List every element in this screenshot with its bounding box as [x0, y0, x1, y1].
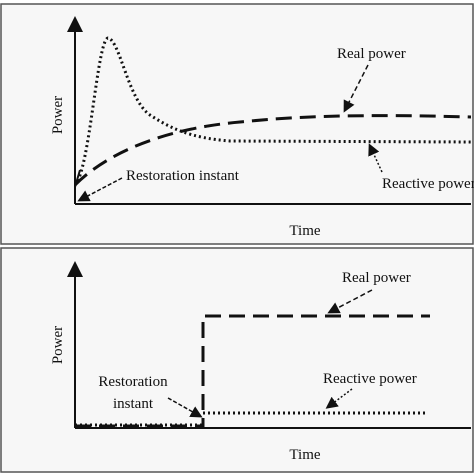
arrow — [77, 177, 123, 202]
reactive-label: Reactive power — [323, 371, 417, 387]
real-label: Real power — [342, 270, 411, 286]
axes — [67, 16, 471, 205]
panel-frame — [0, 3, 474, 245]
y-axis-label: Power — [50, 96, 66, 134]
real-curve — [75, 314, 430, 428]
restoration-label: instant — [113, 396, 154, 412]
arrow — [368, 143, 383, 173]
restoration-label: Restoration — [98, 374, 168, 390]
arrow — [325, 388, 353, 409]
arrow — [167, 397, 203, 418]
panel-frame — [0, 247, 474, 473]
start-line — [74, 169, 81, 188]
arrow — [343, 64, 369, 113]
real-curve — [73, 114, 472, 187]
reactive-curve — [73, 36, 472, 187]
axes — [67, 261, 471, 429]
y-axis-label: Power — [50, 326, 66, 364]
real-label: Real power — [337, 46, 406, 62]
restoration-label: Restoration instant — [126, 168, 240, 184]
reactive-curve — [75, 411, 425, 427]
x-axis-label: Time — [289, 447, 320, 463]
reactive-label: Reactive power — [382, 176, 474, 192]
x-axis-label: Time — [289, 223, 320, 239]
